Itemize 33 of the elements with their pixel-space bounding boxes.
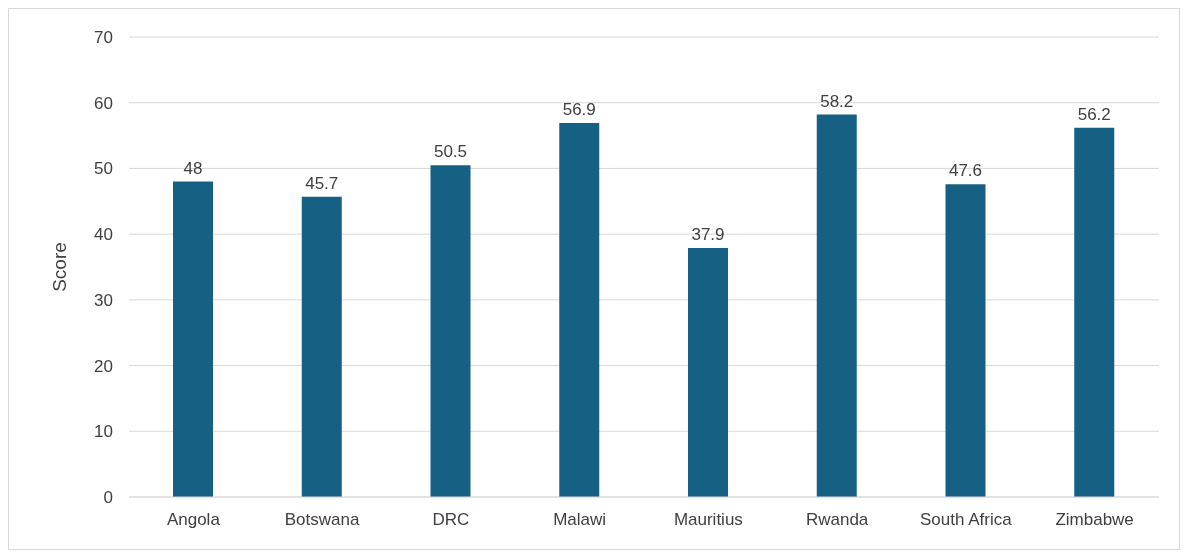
bar (173, 181, 213, 497)
data-label: 47.6 (948, 161, 983, 181)
y-tick-label: 10 (94, 422, 113, 442)
bar (688, 247, 728, 497)
bar (1074, 127, 1115, 497)
data-label: 56.9 (562, 100, 596, 120)
data-label: 50.5 (433, 142, 468, 162)
x-tick-label: Zimbabwe (1055, 510, 1134, 530)
x-tick-label: Botswana (284, 510, 360, 530)
y-tick-label: 60 (94, 93, 113, 113)
data-label: 48 (183, 158, 203, 178)
data-label: 58.2 (820, 91, 854, 111)
bar (301, 196, 342, 497)
x-tick-label: Mauritius (673, 510, 743, 530)
x-tick-label: DRC (432, 510, 470, 530)
y-tick-label: 30 (94, 290, 113, 310)
y-tick-label: 40 (94, 225, 113, 245)
data-label: 45.7 (305, 173, 339, 193)
x-tick-label: Malawi (553, 510, 607, 530)
y-tick-label: 70 (94, 28, 113, 48)
bar (945, 184, 986, 497)
data-label: 37.9 (691, 224, 725, 244)
x-tick-label: Rwanda (805, 510, 869, 530)
bar (816, 114, 857, 497)
x-tick-label: Angola (166, 510, 221, 530)
bar (430, 165, 471, 497)
x-tick-label: South Africa (920, 510, 1013, 530)
y-tick-label: 20 (94, 356, 113, 376)
data-label: 56.2 (1077, 104, 1111, 124)
y-tick-label: 50 (94, 159, 113, 179)
y-tick-label: 0 (103, 488, 113, 508)
bar (559, 123, 600, 497)
y-axis-title: Score (48, 242, 70, 292)
